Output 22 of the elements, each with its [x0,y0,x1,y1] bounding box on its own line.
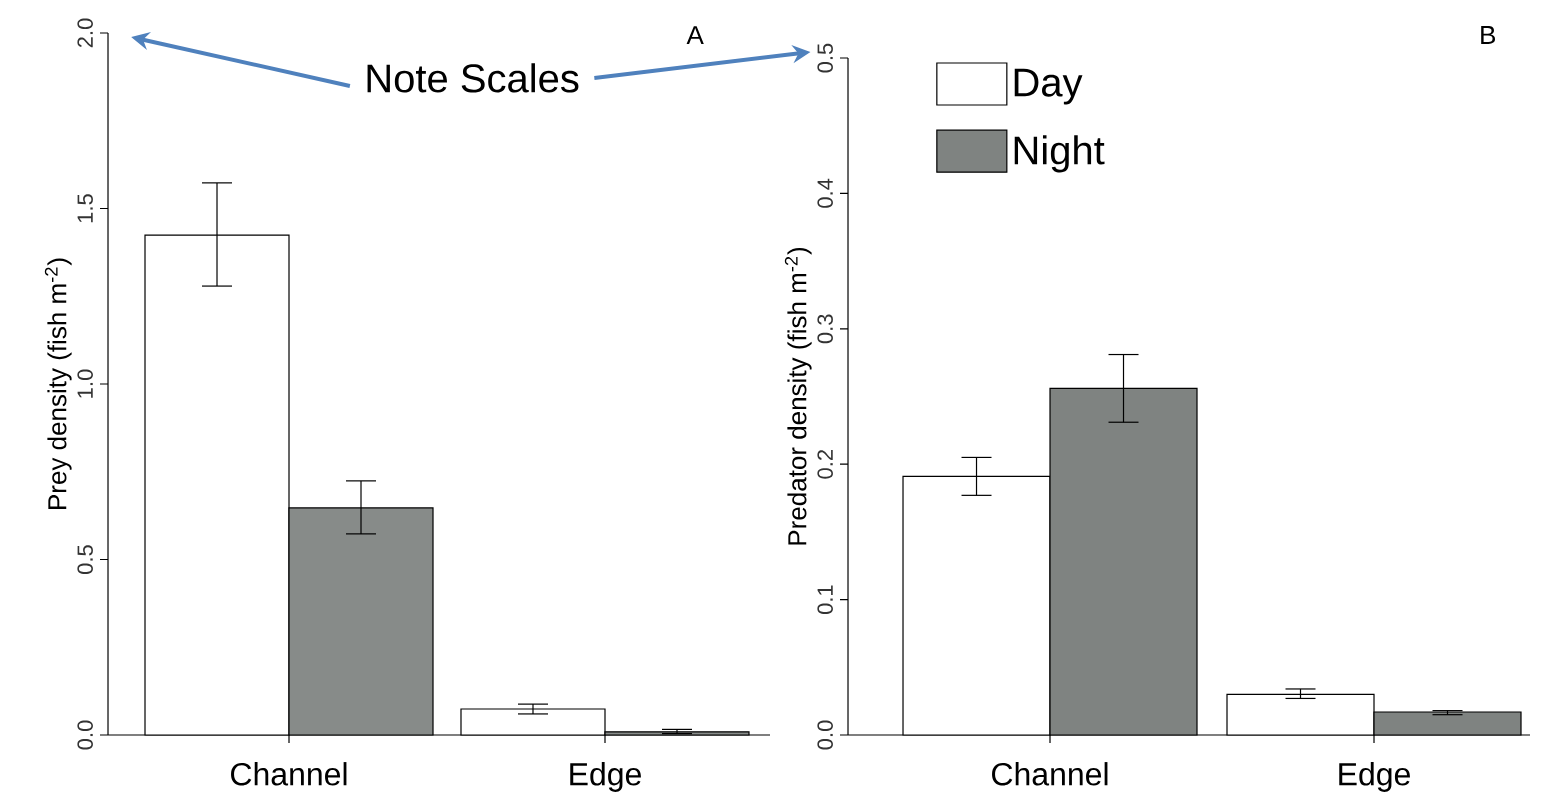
legend-label: Night [1014,135,1105,173]
y-tick-label: 0.5 [817,43,833,73]
text: B [1481,26,1496,44]
legend-label: Day [1014,68,1083,105]
y-axis-title: Prey density (fish m$^{-2}$) [44,258,72,509]
y-tick-label: 1.0 [77,369,93,398]
y-tick-label: 0.3 [817,314,833,344]
x-tick-label: Channel [231,762,347,786]
y-tick-label: 0.2 [817,450,833,479]
y-tick-label: 0.5 [77,545,93,574]
x-tick-label: Channel [992,762,1108,786]
x-tick-label: Edge [570,762,641,792]
y-tick-label: 0.0 [817,720,833,750]
y-axis-title: Predator density (fish m$^{-2}$) [784,247,812,545]
y-tick-label: 1.5 [77,194,93,223]
y-tick-label: 0.1 [817,585,833,615]
y-tick-label: 0.0 [77,720,93,750]
y-tick-label: 2.0 [77,18,93,48]
y-tick-label: 0.4 [817,178,833,208]
x-tick-label: Edge [1339,762,1410,792]
annotation: A [686,26,704,45]
annotation: Note Scales [367,63,579,93]
